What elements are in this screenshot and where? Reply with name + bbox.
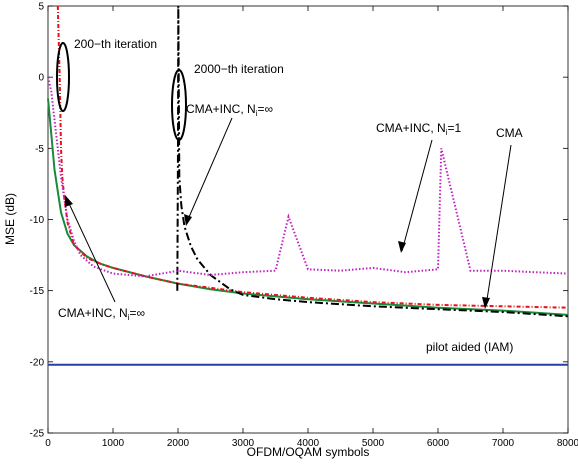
y-tick-label: 5 (38, 2, 44, 13)
series-line (176, 5, 569, 318)
x-tick-label: 4000 (297, 438, 320, 449)
x-tick-label: 1000 (102, 438, 125, 449)
series-line (47, 76, 569, 278)
iter2000-label: 2000−th iteration (194, 62, 284, 76)
pilot-label: pilot aided (IAM) (426, 340, 513, 354)
x-tick-label: 0 (45, 438, 51, 449)
x-tick-label: 3000 (232, 438, 255, 449)
annotations: 200−th iteration 2000−th iteration CMA+I… (56, 37, 523, 354)
iter2000-ellipse (171, 69, 187, 141)
inc-inf-top-arrowhead (184, 214, 192, 226)
x-tick-label: 6000 (427, 438, 450, 449)
inc-inf-bottom-arrow (65, 196, 116, 303)
x-tick-label: 2000 (167, 438, 190, 449)
y-axis-label: MSE (dB) (3, 193, 17, 245)
y-tick-label: -10 (30, 215, 45, 226)
plot-frame (47, 5, 569, 434)
series-line (56, 5, 569, 309)
y-tick-label: 0 (38, 73, 44, 84)
y-tick-label: -25 (30, 429, 45, 440)
inc-inf-top-arrow (185, 117, 233, 225)
inc-1-label: CMA+INC, Ni=1 (376, 121, 461, 137)
inc-1-arrow (401, 139, 433, 252)
y-tick-label: -5 (35, 144, 44, 155)
series-group (47, 5, 569, 366)
y-axis-ticks: 5 0 -5 -10 -15 -20 -25 (30, 2, 568, 440)
iter200-ellipse (56, 42, 70, 112)
inc-inf-bottom-label: CMA+INC, Ni=∞ (58, 306, 145, 322)
x-tick-label: 5000 (362, 438, 385, 449)
x-tick-label: 8000 (557, 438, 578, 449)
y-tick-label: -15 (30, 286, 45, 297)
cma-arrowhead (482, 297, 490, 309)
cma-label: CMA (496, 126, 523, 140)
iter200-label: 200−th iteration (74, 37, 157, 51)
inc-1-arrowhead (398, 241, 406, 253)
x-axis-ticks: 0 1000 2000 3000 4000 5000 6000 7000 8000 (45, 6, 578, 449)
inc-inf-bottom-arrowhead (65, 195, 73, 207)
x-tick-label: 7000 (492, 438, 515, 449)
cma-arrow (485, 144, 512, 307)
x-axis-label: OFDM/OQAM symbols (247, 445, 370, 459)
y-tick-label: -20 (30, 357, 45, 368)
inc-inf-top-label: CMA+INC, Ni=∞ (186, 102, 273, 118)
